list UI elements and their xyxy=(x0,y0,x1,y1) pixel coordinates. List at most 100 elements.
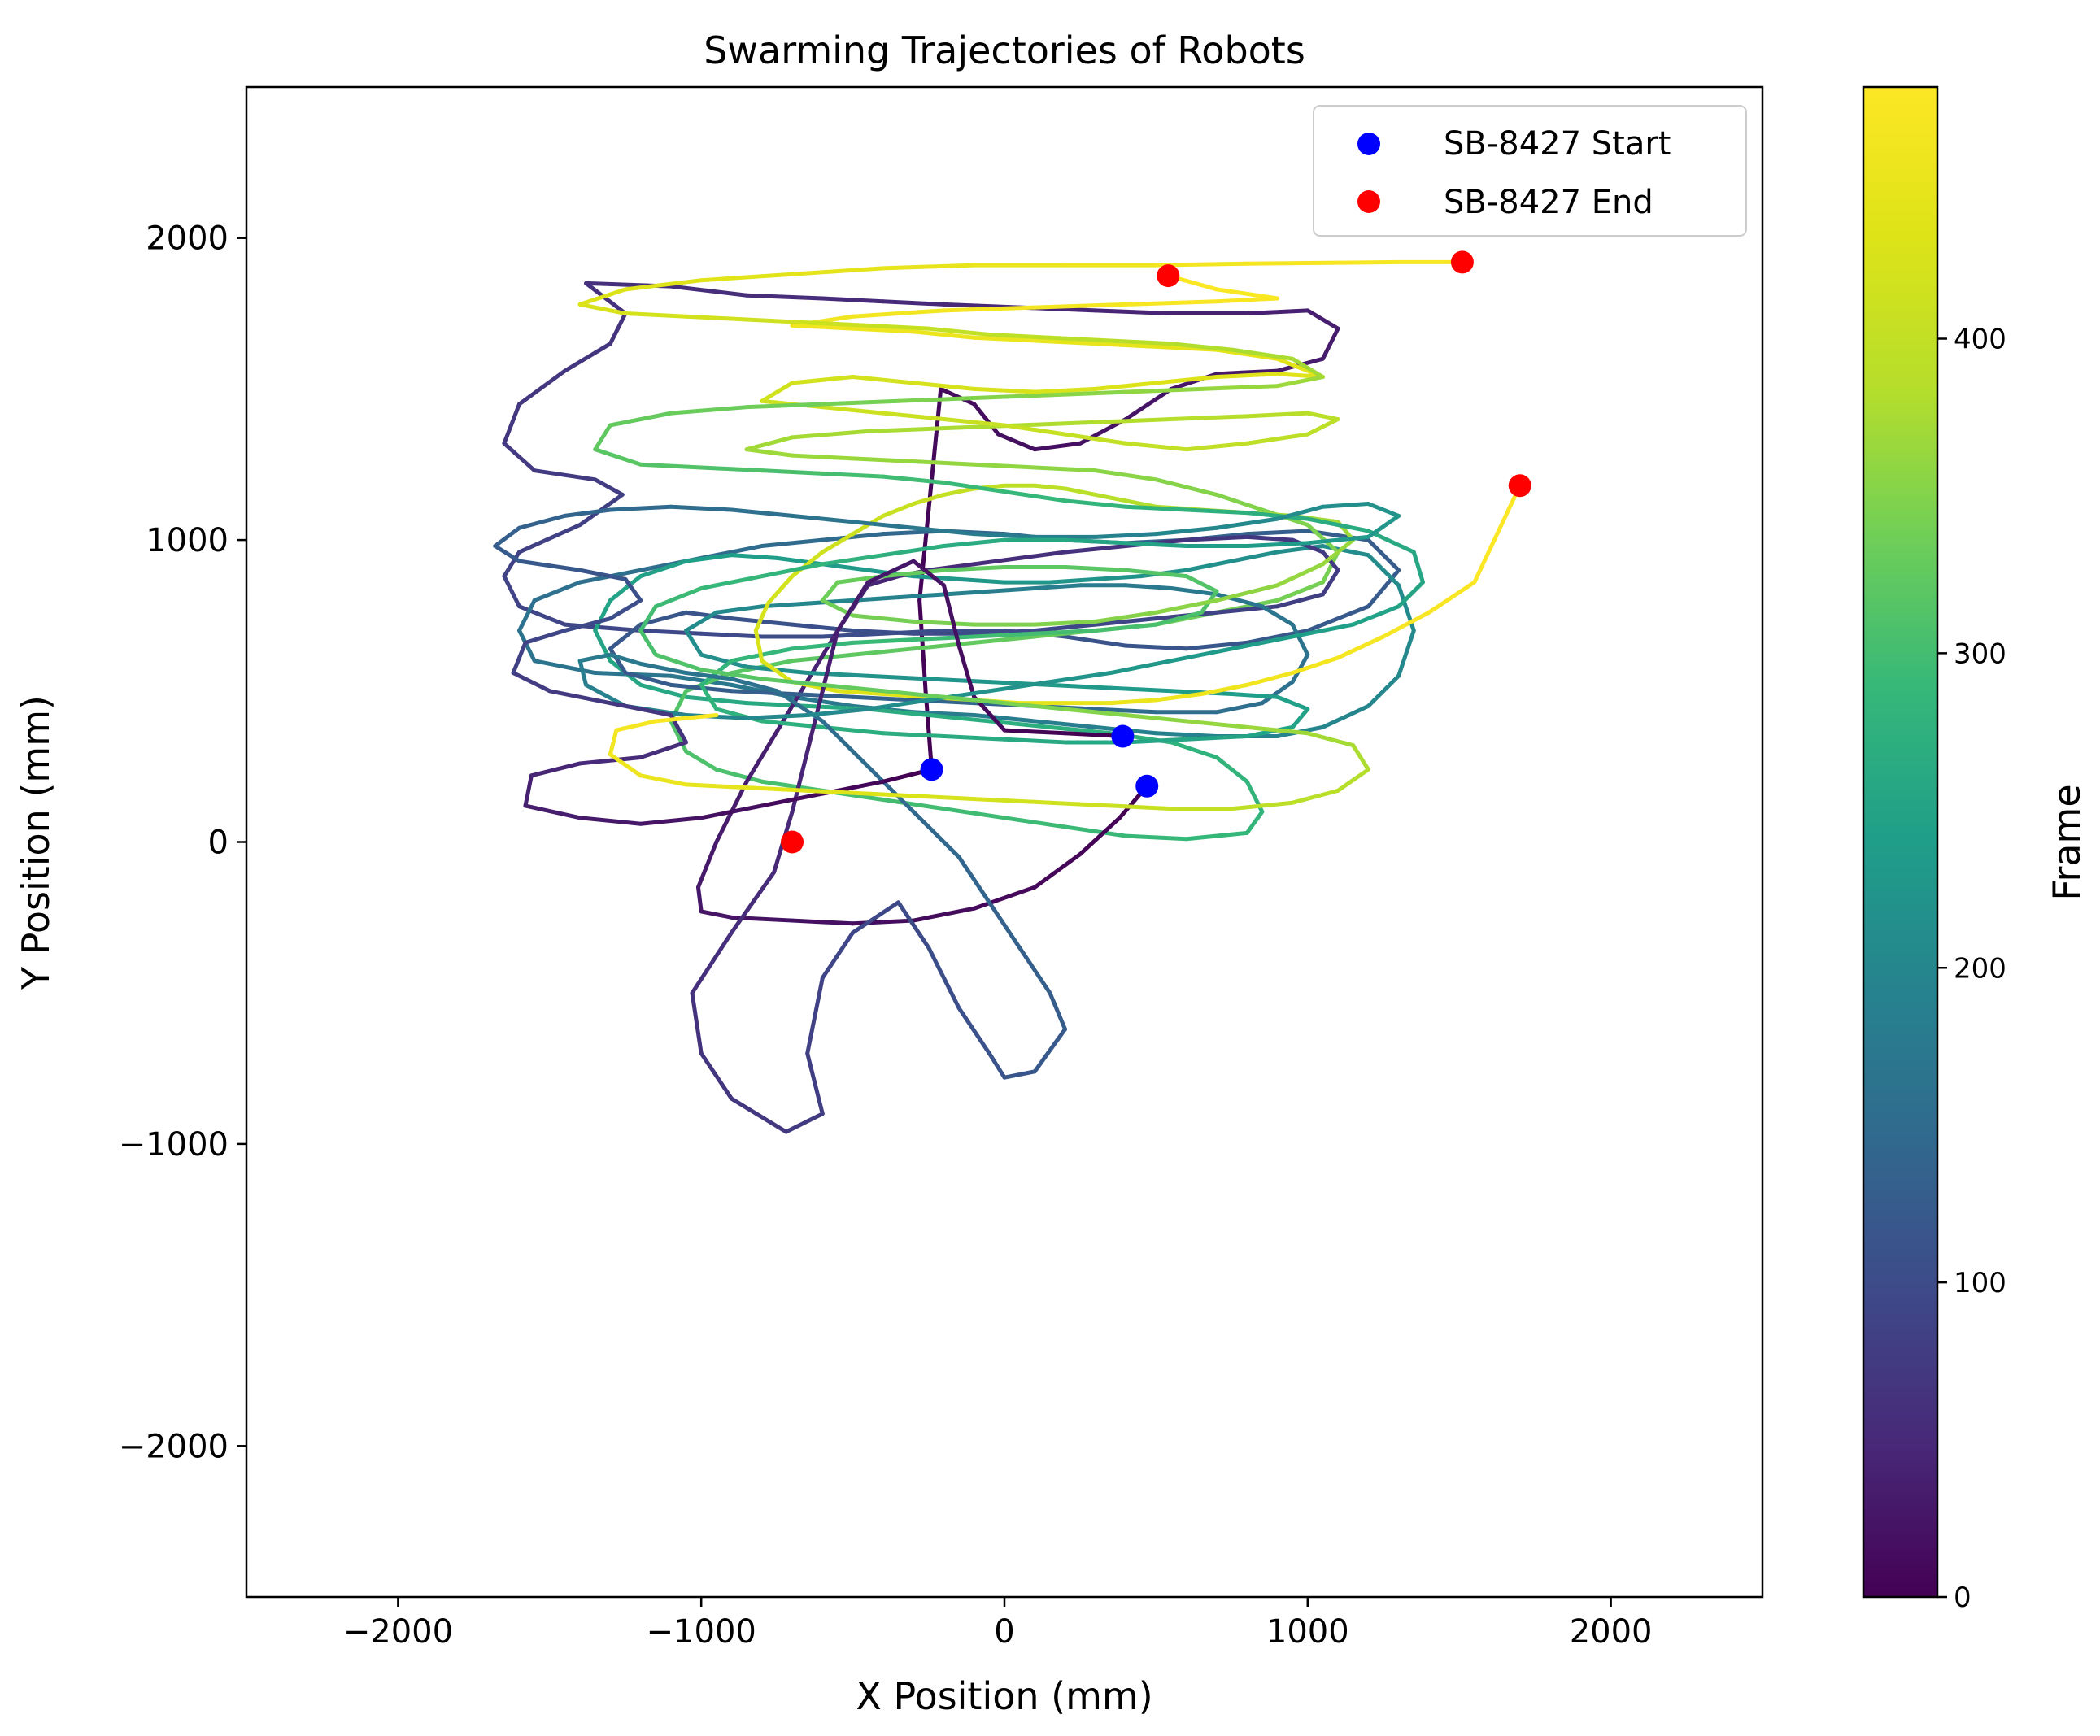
trajectory-segment xyxy=(1305,516,1370,533)
legend-end-label: SB-8427 End xyxy=(1444,184,1653,221)
trajectory-segment xyxy=(502,402,522,446)
trajectory-segment xyxy=(1320,568,1340,597)
trajectory-segment xyxy=(996,432,1037,452)
trajectory-segment xyxy=(638,816,704,826)
trajectory-segment xyxy=(684,629,704,657)
trajectory-segment xyxy=(1002,1069,1037,1080)
trajectory-segment xyxy=(1063,824,1128,838)
trajectory-4 xyxy=(493,502,1401,826)
trajectory-segment xyxy=(805,1051,825,1116)
trajectory-segment xyxy=(1275,580,1325,603)
trajectory-segment xyxy=(851,694,916,703)
trajectory-segment xyxy=(638,604,658,633)
marker-layer xyxy=(781,250,1531,854)
end-point-marker xyxy=(1508,474,1531,498)
trajectory-segment xyxy=(851,308,946,319)
trajectory-segment xyxy=(1123,386,1174,422)
trajectory-segment xyxy=(911,492,946,507)
trajectory-segment xyxy=(1063,498,1128,509)
trajectory-segment xyxy=(638,610,689,627)
trajectory-segment xyxy=(1396,629,1416,678)
trajectory-segment xyxy=(1275,562,1325,588)
trajectory-segment xyxy=(638,740,689,760)
trajectory-segment xyxy=(608,701,673,718)
trajectory-segment xyxy=(593,598,612,633)
trajectory-segment xyxy=(881,568,946,579)
trajectory-segment xyxy=(1351,743,1370,772)
trajectory-segment xyxy=(1153,477,1219,497)
colorbar-frame xyxy=(1862,85,1939,1599)
trajectory-segment xyxy=(790,266,886,276)
trajectory-segment xyxy=(638,773,689,787)
trajectory-segment xyxy=(584,682,628,708)
trajectory-segment xyxy=(1199,682,1249,697)
trajectory-segment xyxy=(669,719,689,754)
trajectory-segment xyxy=(744,785,810,793)
trajectory-segment xyxy=(1093,468,1158,482)
trajectory-segment xyxy=(972,555,1022,567)
trajectory-segment xyxy=(1184,640,1249,651)
trajectory-segment xyxy=(577,652,612,664)
trajectory-segment xyxy=(760,791,825,808)
trajectory-segment xyxy=(608,622,643,651)
trajectory-segment xyxy=(669,673,734,687)
trajectory-segment xyxy=(956,576,1007,585)
trajectory-segment xyxy=(729,507,795,518)
trajectory-segment xyxy=(1244,411,1310,419)
trajectory-segment xyxy=(1244,724,1295,739)
trajectory-segment xyxy=(941,583,961,648)
trajectory-segment xyxy=(851,918,916,926)
trajectory-segment xyxy=(699,574,765,591)
trajectory-segment xyxy=(941,305,1037,313)
trajectory-segment xyxy=(614,719,658,733)
trajectory-segment xyxy=(820,580,840,603)
trajectory-segment xyxy=(1260,680,1295,706)
trajectory-segment xyxy=(699,631,765,639)
trajectory-segment xyxy=(790,513,856,524)
trajectory-segment xyxy=(493,544,522,563)
trajectory-segment xyxy=(608,652,643,666)
trajectory-segment xyxy=(638,462,704,470)
trajectory-segment xyxy=(972,532,1037,539)
trajectory-segment xyxy=(684,553,734,563)
trajectory-segment xyxy=(1305,604,1370,633)
trajectory-segment xyxy=(911,906,977,923)
trajectory-segment xyxy=(941,734,1007,742)
trajectory-segment xyxy=(851,456,916,464)
trajectory-segment xyxy=(1396,580,1425,609)
trajectory-segment xyxy=(1184,830,1249,842)
trajectory-segment xyxy=(577,568,628,581)
trajectory-segment xyxy=(1063,486,1098,497)
start-point-marker xyxy=(920,758,943,781)
trajectory-segment xyxy=(765,574,795,606)
trajectory-segment xyxy=(493,525,522,549)
trajectory-segment xyxy=(1275,694,1310,711)
trajectory-segment xyxy=(532,468,598,482)
trajectory-segment xyxy=(623,576,643,603)
trajectory-segment xyxy=(941,807,1007,820)
trajectory-segment xyxy=(1017,420,1098,428)
trajectory-segment xyxy=(987,798,1052,805)
trajectory-segment xyxy=(1366,537,1401,572)
trajectory-segment xyxy=(1048,800,1113,808)
trajectory-segment xyxy=(517,559,582,572)
trajectory-segment xyxy=(911,381,977,391)
trajectory-segment xyxy=(911,525,977,537)
trajectory-segment xyxy=(1244,308,1310,316)
trajectory-segment xyxy=(835,580,870,633)
trajectory-segment xyxy=(1002,423,1068,437)
end-point-marker xyxy=(781,830,804,854)
trajectory-segment xyxy=(608,752,643,778)
chart-title: Swarming Trajectories of Robots xyxy=(704,28,1305,72)
trajectory-segment xyxy=(669,504,734,512)
trajectory-segment xyxy=(502,574,522,609)
trajectory-3 xyxy=(577,259,1465,1134)
trajectory-segment xyxy=(1381,610,1431,639)
trajectory-segment xyxy=(517,604,567,627)
trajectory-segment xyxy=(669,284,749,298)
trajectory-segment xyxy=(562,616,612,633)
trajectory-segment xyxy=(987,680,1052,694)
trajectory-segment xyxy=(1214,368,1280,376)
colorbar-tick-label: 100 xyxy=(1954,1267,2006,1299)
trajectory-segment xyxy=(1244,724,1310,736)
